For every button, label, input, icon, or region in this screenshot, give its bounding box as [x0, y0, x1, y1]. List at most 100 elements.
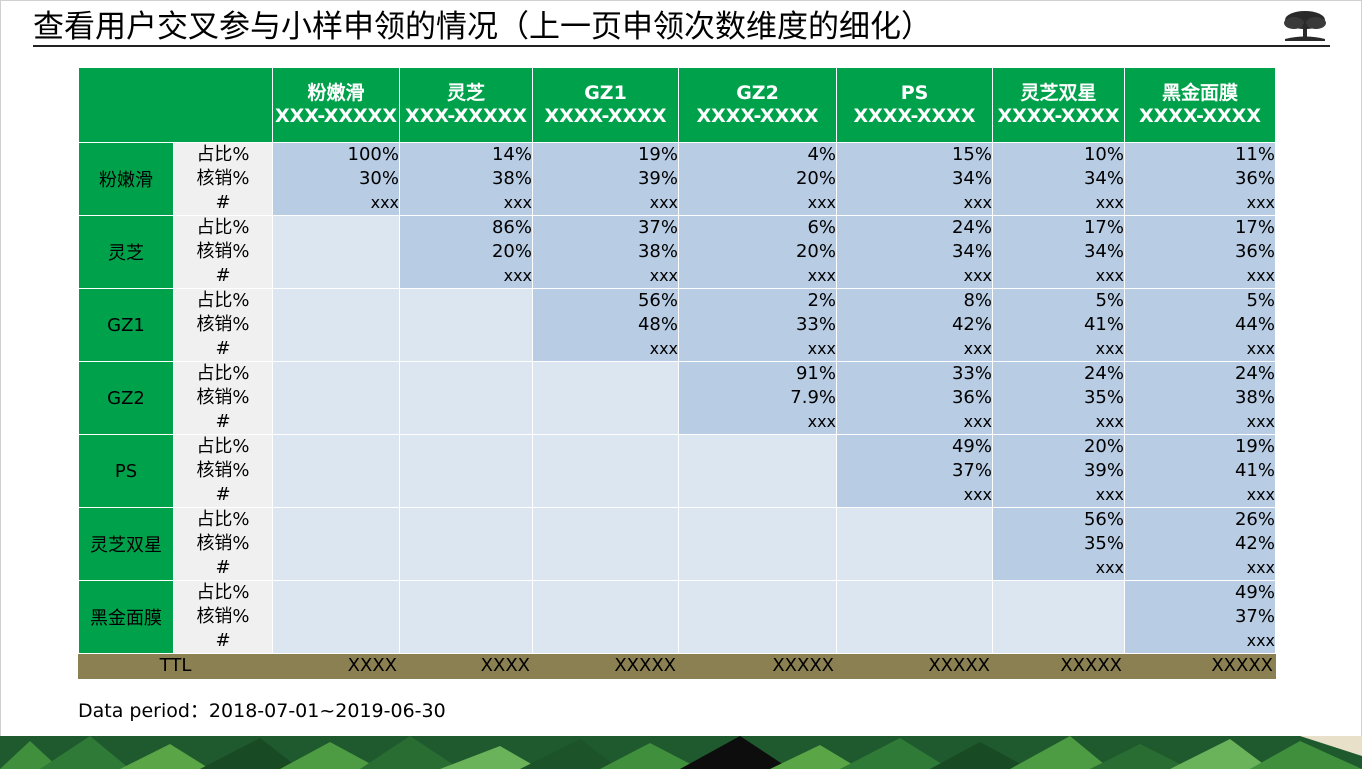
redeem-value: 41% — [1083, 314, 1124, 335]
row-header: 黑金面膜 — [78, 580, 174, 654]
table-row: 灵芝双星 占比% 核销% #56% 35% xxx 26% 42% xxx — [78, 507, 1276, 581]
share-value: 56% — [637, 290, 678, 311]
share-value: 86% — [491, 217, 532, 238]
redeem-value: 33% — [795, 314, 836, 335]
metric-label: 核销% — [196, 606, 250, 627]
empty-cell — [272, 434, 400, 508]
data-cell: 17% 34% xxx — [992, 215, 1125, 289]
redeem-value: 36% — [951, 387, 992, 408]
count-value: xxx — [503, 266, 532, 285]
cross-participation-table: 粉嫩滑 XXX-XXXXX 灵芝 XXX-XXXXX GZ1 XXXX-XXXX GZ… — [78, 67, 1276, 679]
data-cell: 37% 38% xxx — [532, 215, 679, 289]
redeem-value: 42% — [951, 314, 992, 335]
table-row: 灵芝 占比% 核销% #86% 20% xxx 37% 38% xxx 6% 20% xxx 24% 34… — [78, 215, 1276, 289]
data-cell: 91% 7.9% xxx — [678, 361, 837, 435]
corner-cell — [78, 67, 273, 143]
total-value: XXXXX — [678, 653, 837, 679]
redeem-value: 38% — [637, 241, 678, 262]
redeem-value: 35% — [1083, 533, 1124, 554]
data-cell: 19% 41% xxx — [1124, 434, 1276, 508]
metric-labels: 占比% 核销% # — [173, 580, 273, 654]
redeem-value: 34% — [951, 241, 992, 262]
table-row: GZ2 占比% 核销% #91% 7.9% xxx 33% 36% xxx 24% 35% xxx 24… — [78, 361, 1276, 435]
metric-label: # — [215, 265, 231, 286]
redeem-value: 36% — [1234, 168, 1275, 189]
data-cell: 24% 34% xxx — [836, 215, 993, 289]
count-value: xxx — [963, 412, 992, 431]
column-name: 灵芝 — [446, 82, 485, 104]
column-header: 灵芝双星 XXXX-XXXX — [992, 67, 1125, 143]
count-value: xxx — [503, 193, 532, 212]
empty-cell — [272, 580, 400, 654]
empty-cell — [272, 507, 400, 581]
share-value: 56% — [1083, 509, 1124, 530]
metric-label: # — [215, 411, 231, 432]
metric-label: # — [215, 484, 231, 505]
redeem-value: 20% — [795, 241, 836, 262]
share-value: 37% — [637, 217, 678, 238]
share-value: 17% — [1083, 217, 1124, 238]
empty-cell — [399, 288, 533, 362]
metric-label: 占比% — [196, 509, 250, 530]
share-value: 4% — [807, 144, 836, 165]
column-code: XXXX-XXXX — [997, 105, 1120, 127]
share-value: 49% — [951, 436, 992, 457]
empty-cell — [272, 361, 400, 435]
redeem-value: 44% — [1234, 314, 1275, 335]
metric-labels: 占比% 核销% # — [173, 215, 273, 289]
count-value: xxx — [1246, 412, 1275, 431]
share-value: 15% — [951, 144, 992, 165]
data-cell: 49% 37% xxx — [836, 434, 993, 508]
metric-label: # — [215, 630, 231, 651]
empty-cell — [678, 507, 837, 581]
redeem-value: 34% — [1083, 168, 1124, 189]
column-header: GZ1 XXXX-XXXX — [532, 67, 679, 143]
share-value: 20% — [1083, 436, 1124, 457]
column-name: GZ1 — [584, 82, 627, 104]
empty-cell — [678, 434, 837, 508]
count-value: xxx — [1246, 339, 1275, 358]
metric-label: 核销% — [196, 241, 250, 262]
count-value: xxx — [1246, 485, 1275, 504]
share-value: 49% — [1234, 582, 1275, 603]
table-row: GZ1 占比% 核销% #56% 48% xxx 2% 33% xxx 8% 42% xxx 5% 41%… — [78, 288, 1276, 362]
metric-labels: 占比% 核销% # — [173, 142, 273, 216]
share-value: 5% — [1095, 290, 1124, 311]
total-value: XXXX — [272, 653, 400, 679]
metric-label: 核销% — [196, 168, 250, 189]
table-row: 黑金面膜 占比% 核销% #49% 37% xxx — [78, 580, 1276, 654]
data-cell: 33% 36% xxx — [836, 361, 993, 435]
data-cell: 86% 20% xxx — [399, 215, 533, 289]
total-value: XXXXX — [532, 653, 679, 679]
empty-cell — [532, 361, 679, 435]
count-value: xxx — [963, 193, 992, 212]
data-cell: 8% 42% xxx — [836, 288, 993, 362]
data-cell: 24% 38% xxx — [1124, 361, 1276, 435]
count-value: xxx — [1095, 485, 1124, 504]
redeem-value: 20% — [491, 241, 532, 262]
count-value: xxx — [963, 485, 992, 504]
share-value: 19% — [1234, 436, 1275, 457]
foliage-banner — [0, 736, 1362, 769]
data-cell: 100% 30% xxx — [272, 142, 400, 216]
metric-label: 占比% — [196, 436, 250, 457]
count-value: xxx — [963, 266, 992, 285]
total-label: TTL — [78, 653, 273, 679]
count-value: xxx — [649, 193, 678, 212]
column-header: PS XXXX-XXXX — [836, 67, 993, 143]
share-value: 24% — [1083, 363, 1124, 384]
data-cell: 17% 36% xxx — [1124, 215, 1276, 289]
data-period-note: Data period：2018-07-01~2019-06-30 — [78, 700, 446, 722]
metric-label: # — [215, 192, 231, 213]
row-header: 灵芝 — [78, 215, 174, 289]
data-cell: 14% 38% xxx — [399, 142, 533, 216]
tree-logo-icon — [1284, 11, 1326, 41]
metric-label: 核销% — [196, 460, 250, 481]
count-value: xxx — [1246, 193, 1275, 212]
share-value: 33% — [951, 363, 992, 384]
row-header: 灵芝双星 — [78, 507, 174, 581]
empty-cell — [532, 434, 679, 508]
count-value: xxx — [807, 339, 836, 358]
metric-labels: 占比% 核销% # — [173, 361, 273, 435]
count-value: xxx — [1095, 558, 1124, 577]
